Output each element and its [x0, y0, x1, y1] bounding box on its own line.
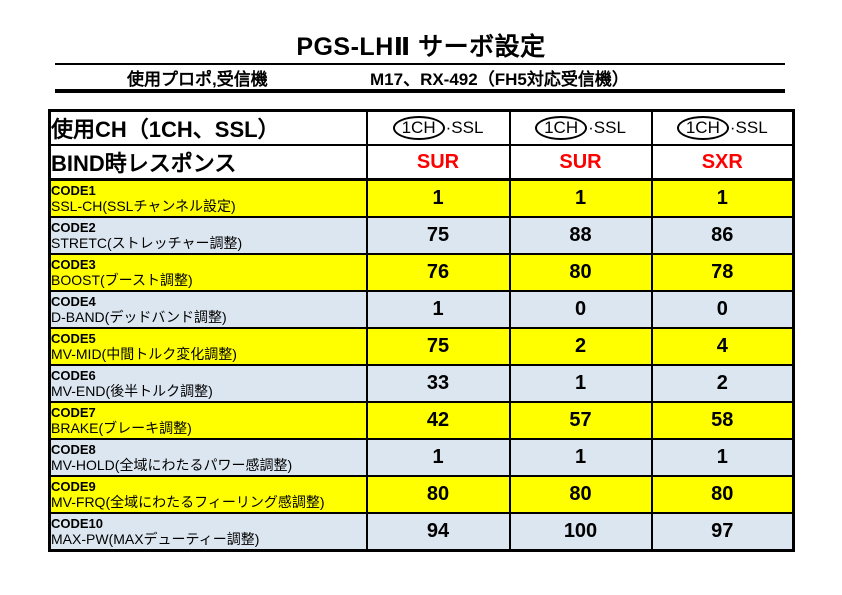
value-cell: 1: [508, 178, 653, 218]
value-cell: 80: [508, 475, 653, 514]
value-cell: 1: [365, 438, 511, 477]
code-description: BOOST(ブースト調整): [51, 271, 193, 288]
value-cell: 86: [650, 216, 795, 255]
propo-receiver-label: 使用プロポ,受信機: [127, 69, 268, 89]
code-name: CODE2: [51, 219, 96, 235]
value-cell: 4: [650, 327, 795, 366]
code-row-10: CODE10 MAX-PW(MAXデューティー調整) 94 100 97: [48, 512, 795, 552]
code-description: BRAKE(ブレーキ調整): [51, 419, 192, 436]
code-row-2: CODE2 STRETC(ストレッチャー調整) 75 88 86: [48, 216, 795, 255]
value-cell: 1: [365, 290, 511, 329]
code-description: MV-HOLD(全域にわたるパワー感調整): [51, 456, 293, 473]
code-description: MAX-PW(MAXデューティー調整): [51, 530, 260, 547]
circled-1ch-mark: 1CH: [676, 116, 729, 140]
value-cell: 1: [508, 364, 653, 403]
value-cell: 97: [650, 512, 795, 552]
bind-value: SXR: [650, 144, 795, 181]
code-label-cell: CODE10 MAX-PW(MAXデューティー調整): [48, 512, 368, 552]
value-cell: 1: [650, 438, 795, 477]
value-cell: 0: [508, 290, 653, 329]
value-cell: 88: [508, 216, 653, 255]
code-label-cell: CODE6 MV-END(後半トルク調整): [48, 364, 368, 403]
code-name: CODE8: [51, 441, 96, 457]
value-cell: 0: [650, 290, 795, 329]
bind-value: SUR: [508, 144, 653, 181]
ssl-suffix: ·SSL: [729, 118, 768, 137]
value-cell: 42: [365, 401, 511, 440]
bind-response-row: BIND時レスポンス SUR SUR SXR: [48, 144, 795, 181]
code-label-cell: CODE9 MV-FRQ(全域にわたるフィーリング感調整): [48, 475, 368, 514]
page-title: PGS-LHⅡ サーボ設定: [296, 33, 546, 61]
value-cell: 1: [508, 438, 653, 477]
code-description: D-BAND(デッドバンド調整): [51, 308, 227, 325]
code-row-7: CODE7 BRAKE(ブレーキ調整) 42 57 58: [48, 401, 795, 440]
code-label-cell: CODE7 BRAKE(ブレーキ調整): [48, 401, 368, 440]
code-name: CODE7: [51, 404, 96, 420]
value-cell: 100: [508, 512, 653, 552]
value-cell: 2: [508, 327, 653, 366]
value-cell: 33: [365, 364, 511, 403]
code-row-8: CODE8 MV-HOLD(全域にわたるパワー感調整) 1 1 1: [48, 438, 795, 477]
code-row-6: CODE6 MV-END(後半トルク調整) 33 1 2: [48, 364, 795, 403]
code-description: MV-FRQ(全域にわたるフィーリング感調整): [51, 493, 325, 510]
value-cell: 94: [365, 512, 511, 552]
code-label-cell: CODE1 SSL-CH(SSLチャンネル設定): [48, 178, 368, 218]
value-cell: 57: [508, 401, 653, 440]
ch-row-label: 使用CH（1CH、SSL）: [48, 109, 368, 146]
code-name: CODE3: [51, 256, 96, 272]
code-row-5: CODE5 MV-MID(中間トルク変化調整) 75 2 4: [48, 327, 795, 366]
code-label-cell: CODE2 STRETC(ストレッチャー調整): [48, 216, 368, 255]
code-name: CODE10: [51, 515, 104, 531]
value-cell: 1: [365, 178, 511, 218]
ch-cell: 1CH ·SSL: [508, 109, 653, 146]
code-row-3: CODE3 BOOST(ブースト調整) 76 80 78: [48, 253, 795, 292]
ssl-suffix: ·SSL: [445, 118, 484, 137]
code-name: CODE4: [51, 293, 96, 309]
servo-settings-table: 使用CH（1CH、SSL） 1CH ·SSL 1CH ·SSL 1CH ·SSL BI…: [48, 109, 795, 552]
code-name: CODE9: [51, 478, 96, 494]
value-cell: 80: [508, 253, 653, 292]
value-cell: 80: [650, 475, 795, 514]
value-cell: 75: [365, 216, 511, 255]
code-label-cell: CODE8 MV-HOLD(全域にわたるパワー感調整): [48, 438, 368, 477]
value-cell: 2: [650, 364, 795, 403]
code-row-9: CODE9 MV-FRQ(全域にわたるフィーリング感調整) 80 80 80: [48, 475, 795, 514]
code-name: CODE5: [51, 330, 96, 346]
circled-1ch-mark: 1CH: [535, 116, 588, 140]
ssl-suffix: ·SSL: [588, 118, 626, 137]
code-description: MV-MID(中間トルク変化調整): [51, 345, 237, 362]
bind-row-label: BIND時レスポンス: [48, 144, 368, 181]
code-label-cell: CODE3 BOOST(ブースト調整): [48, 253, 368, 292]
code-name: CODE1: [51, 182, 96, 198]
value-cell: 1: [650, 178, 795, 218]
ch-cell: 1CH ·SSL: [365, 109, 511, 146]
code-name: CODE6: [51, 367, 96, 383]
ch-row: 使用CH（1CH、SSL） 1CH ·SSL 1CH ·SSL 1CH ·SSL: [48, 109, 795, 146]
code-label-cell: CODE5 MV-MID(中間トルク変化調整): [48, 327, 368, 366]
code-label-cell: CODE4 D-BAND(デッドバンド調整): [48, 290, 368, 329]
code-description: SSL-CH(SSLチャンネル設定): [51, 197, 236, 214]
value-cell: 78: [650, 253, 795, 292]
propo-receiver-value: M17、RX-492（FH5対応受信機）: [370, 69, 629, 89]
circled-1ch-mark: 1CH: [392, 116, 445, 140]
value-cell: 80: [365, 475, 511, 514]
code-row-1: CODE1 SSL-CH(SSLチャンネル設定) 1 1 1: [48, 178, 795, 218]
propo-receiver-bar: 使用プロポ,受信機 M17、RX-492（FH5対応受信機）: [55, 63, 785, 93]
value-cell: 75: [365, 327, 511, 366]
code-description: MV-END(後半トルク調整): [51, 382, 213, 399]
code-description: STRETC(ストレッチャー調整): [51, 234, 243, 251]
value-cell: 58: [650, 401, 795, 440]
bind-value: SUR: [365, 144, 511, 181]
value-cell: 76: [365, 253, 511, 292]
ch-cell: 1CH ·SSL: [650, 109, 795, 146]
code-row-4: CODE4 D-BAND(デッドバンド調整) 1 0 0: [48, 290, 795, 329]
